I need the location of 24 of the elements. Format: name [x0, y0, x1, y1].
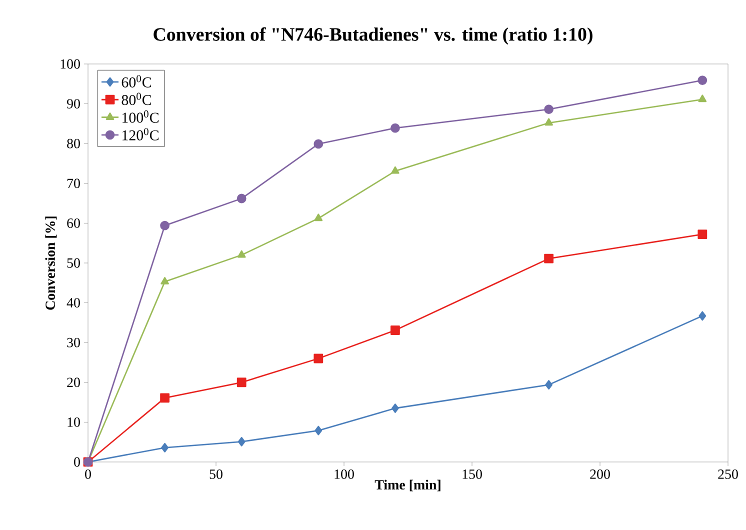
y-tick-label: 80: [67, 138, 80, 148]
y-tick-label: 40: [66, 298, 80, 308]
chart-title: Conversion of "N746-Butadienes" vs. time (ratio 1:10): [154, 27, 592, 45]
y-tick-label: 10: [68, 417, 80, 427]
legend-label: 60$^{0}$C: [122, 75, 152, 88]
x-tick-label: 100: [334, 470, 354, 479]
y-tick-label: 90: [66, 99, 80, 108]
y-tick-label: 30: [67, 338, 80, 348]
y-tick-label: 0: [74, 457, 80, 467]
x-tick-label: 200: [590, 470, 610, 479]
x-tick-label: 0: [85, 470, 91, 479]
y-tick-label: 70: [67, 178, 80, 188]
y-tick-label: 20: [67, 378, 80, 388]
legend-label: 120$^{0}$C: [122, 128, 158, 140]
x-tick-label: 50: [210, 470, 222, 479]
y-axis-title: Conversion [%]: [45, 216, 57, 310]
y-tick-label: 60: [67, 218, 80, 228]
legend-label: 100$^{0}$C: [122, 110, 158, 123]
legend-label: 80$^{0}$C: [122, 92, 152, 106]
x-tick-label: 150: [462, 470, 482, 479]
y-tick-label: 50: [67, 258, 80, 268]
y-tick-label: 100: [60, 59, 80, 69]
x-axis-title: Time [min]: [374, 480, 440, 492]
x-tick-label: 250: [718, 470, 738, 479]
